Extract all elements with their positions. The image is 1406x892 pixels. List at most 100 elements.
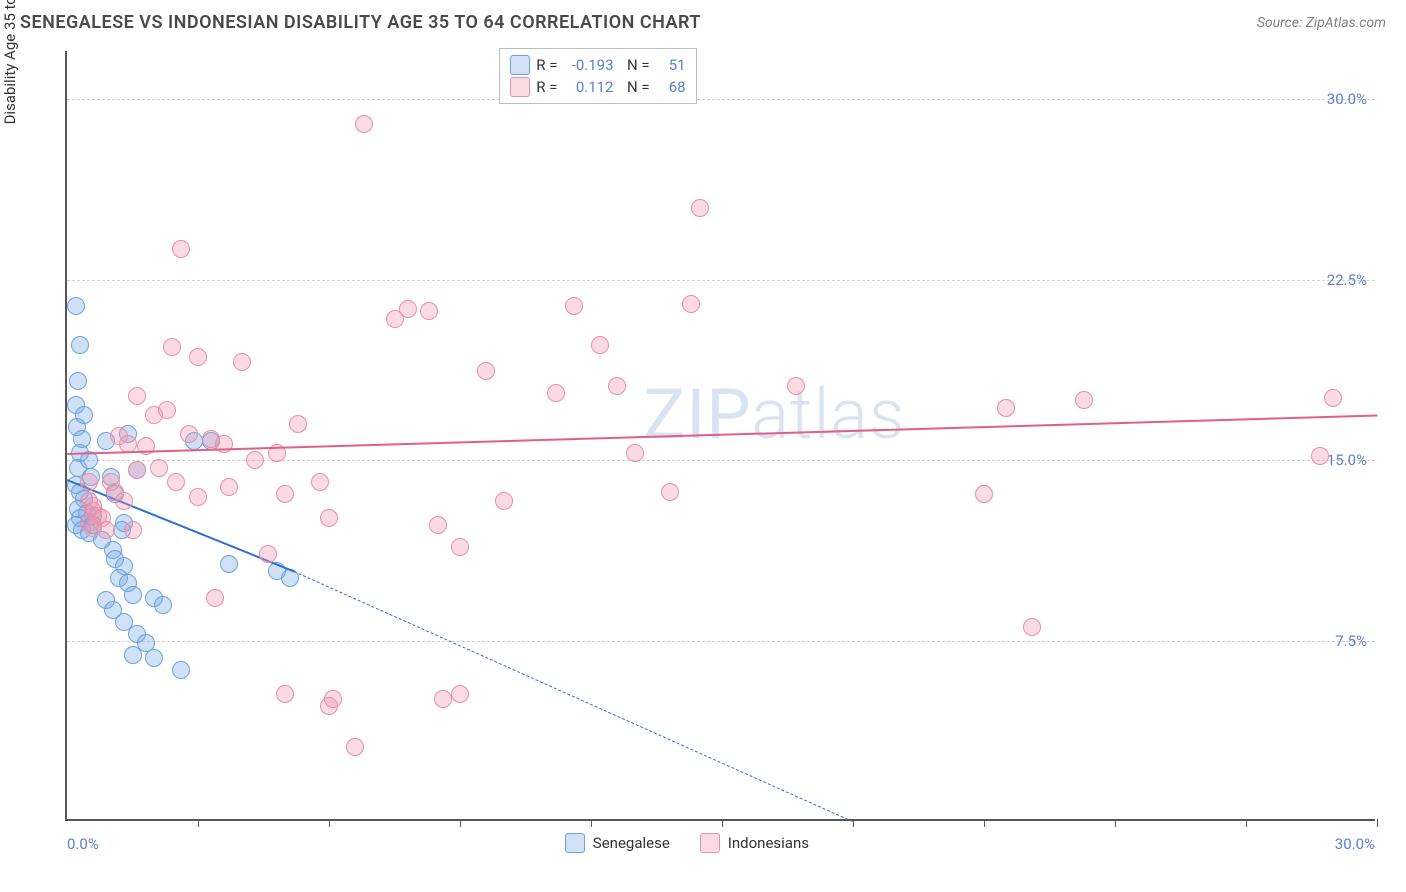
scatter-point [1324,389,1342,407]
scatter-point [626,444,644,462]
scatter-point [399,300,417,318]
scatter-point [189,348,207,366]
scatter-point [565,297,583,315]
stat-r-label: R = [536,56,557,74]
scatter-point [547,384,565,402]
legend-swatch [510,55,530,75]
scatter-point [150,459,168,477]
scatter-point [1311,447,1329,465]
scatter-point [1075,391,1093,409]
scatter-point [420,302,438,320]
stat-n-value: 51 [656,56,686,74]
x-tick [1246,819,1247,827]
scatter-point [346,738,364,756]
x-tick [591,819,592,827]
legend-label: Indonesians [728,834,809,852]
scatter-point [451,685,469,703]
scatter-point [172,661,190,679]
scatter-point [429,516,447,534]
legend-item: Senegalese [565,833,670,853]
legend-swatch [700,833,720,853]
stat-n-label: N = [620,78,650,96]
scatter-point [276,485,294,503]
scatter-point [167,473,185,491]
scatter-point [320,509,338,527]
x-tick [722,819,723,827]
gridline [67,641,1375,642]
scatter-point [189,488,207,506]
scatter-point [434,690,452,708]
y-tick-label: 30.0% [1327,90,1367,108]
scatter-point [975,485,993,503]
watermark: ZIPatlas [643,374,905,456]
scatter-point [69,372,87,390]
legend-swatch [510,77,530,97]
x-tick [198,819,199,827]
scatter-point [97,521,115,539]
scatter-point [324,690,342,708]
x-tick [853,819,854,827]
scatter-point [259,545,277,563]
gridline [67,280,1375,281]
scatter-point [115,492,133,510]
scatter-point [75,406,93,424]
stats-legend: R =-0.193 N =51R =0.112 N =68 [499,48,696,104]
scatter-point [145,649,163,667]
regression-line-dashed [294,571,853,822]
legend-swatch [565,833,585,853]
scatter-point [787,377,805,395]
x-tick [329,819,330,827]
scatter-point [691,199,709,217]
scatter-point [311,473,329,491]
scatter-point [124,646,142,664]
scatter-point [233,353,251,371]
scatter-point [71,336,89,354]
scatter-point [451,538,469,556]
scatter-point [163,338,181,356]
scatter-point [220,555,238,573]
plot-area: ZIPatlas 7.5%15.0%22.5%30.0%0.0%30.0%R =… [65,51,1375,821]
scatter-point [128,387,146,405]
scatter-point [128,461,146,479]
x-tick [1377,819,1378,827]
scatter-point [124,586,142,604]
stats-row: R = -0.193 N = 51 [510,55,685,75]
x-tick [1115,819,1116,827]
scatter-point [124,521,142,539]
scatter-point [1023,618,1041,636]
scatter-point [246,451,264,469]
scatter-point [477,362,495,380]
scatter-point [997,399,1015,417]
y-tick-label: 7.5% [1335,632,1367,650]
scatter-point [682,295,700,313]
x-tick [460,819,461,827]
scatter-point [154,596,172,614]
stat-n-value: 68 [656,78,686,96]
scatter-point [608,377,626,395]
regression-line [67,414,1377,454]
scatter-point [206,589,224,607]
chart-title: SENEGALESE VS INDONESIAN DISABILITY AGE … [20,12,701,33]
scatter-point [661,483,679,501]
scatter-point [355,115,373,133]
stat-r-value: -0.193 [564,56,614,74]
legend-item: Indonesians [700,833,809,853]
scatter-point [220,478,238,496]
scatter-point [180,425,198,443]
y-tick-label: 22.5% [1327,271,1367,289]
gridline [67,99,1375,100]
scatter-point [289,415,307,433]
stat-n-label: N = [620,56,650,74]
scatter-point [276,685,294,703]
x-max-label: 30.0% [1335,835,1375,853]
scatter-point [119,435,137,453]
bottom-legend: Senegalese Indonesians [565,833,809,853]
scatter-point [591,336,609,354]
scatter-point [80,473,98,491]
stats-row: R =0.112 N =68 [510,77,685,97]
scatter-point [495,492,513,510]
y-tick-label: 15.0% [1327,451,1367,469]
scatter-point [172,240,190,258]
x-tick [984,819,985,827]
legend-label: Senegalese [593,834,670,852]
